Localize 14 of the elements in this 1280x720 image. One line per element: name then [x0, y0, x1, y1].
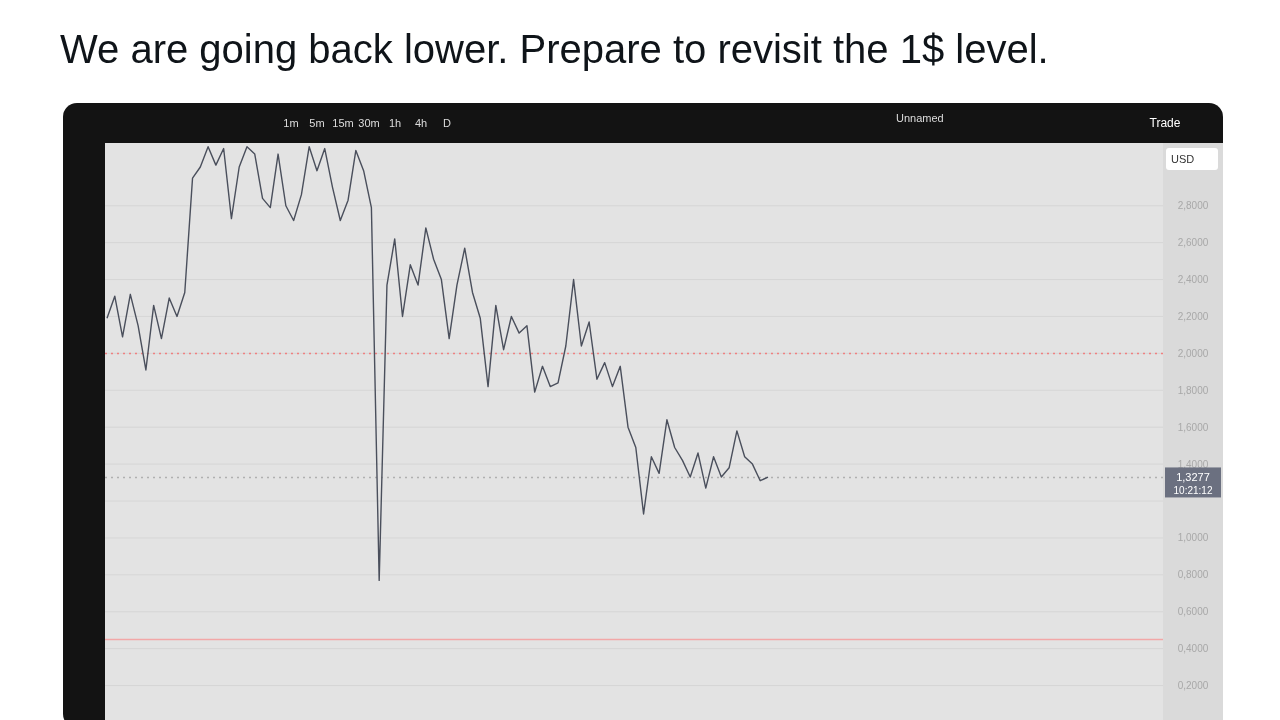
- text: 30m: [358, 117, 380, 129]
- text: 4h: [414, 117, 428, 129]
- ref-line-label: 1,3277: [1176, 471, 1210, 484]
- text: Trade: [1149, 116, 1181, 130]
- text: 5m: [309, 117, 325, 129]
- text: 1h: [388, 117, 402, 129]
- text: USD: [1171, 153, 1195, 165]
- text: 10:21:12: [1173, 484, 1213, 496]
- line-series: [106, 145, 769, 582]
- text: 1m: [283, 117, 299, 129]
- chart-title: We are going back lower. Prepare to revisit the 1$ level.: [60, 27, 1049, 71]
- text: Unnamed: [896, 112, 944, 124]
- text: D: [443, 117, 452, 129]
- text: 15m: [332, 117, 354, 129]
